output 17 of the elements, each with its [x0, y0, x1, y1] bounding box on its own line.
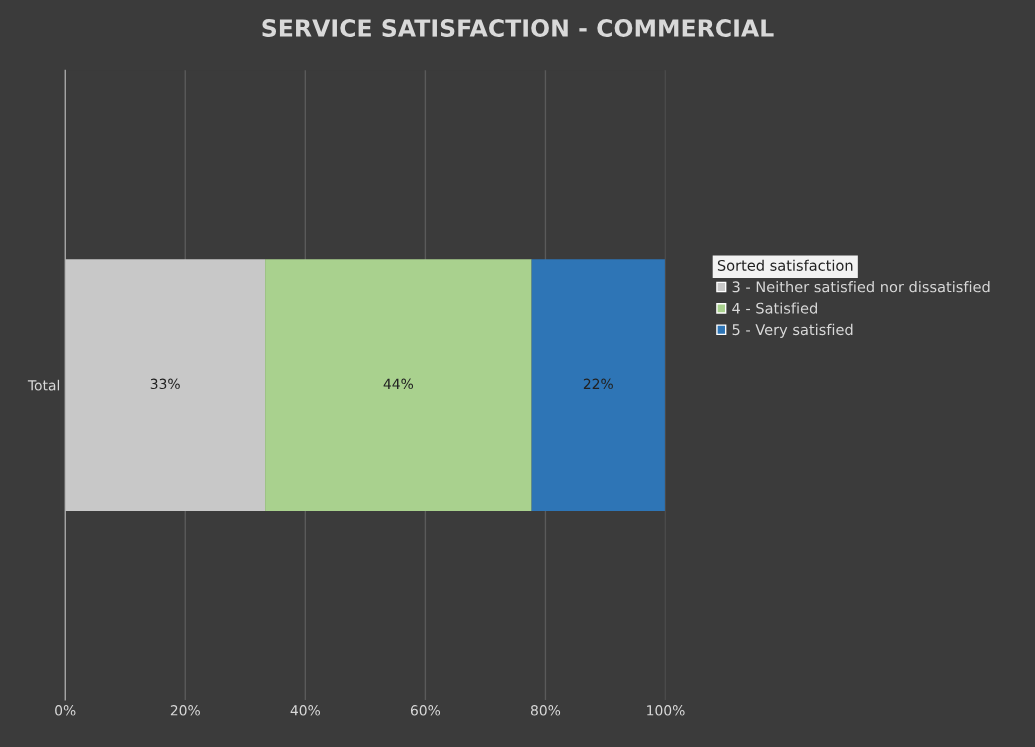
- bar: [265, 259, 532, 512]
- x-tick-label: 60%: [410, 705, 441, 716]
- data-label: 44%: [383, 378, 414, 390]
- bar: [531, 259, 665, 512]
- y-tick-label: Total: [27, 379, 60, 391]
- legend-title: Sorted satisfaction: [717, 259, 853, 271]
- chart-title: SERVICE SATISFACTION - COMMERCIAL: [262, 19, 774, 37]
- data-label: 33%: [150, 378, 180, 390]
- legend-label: 4 - Satisfied: [732, 302, 817, 314]
- legend-label: 5 - Very satisfied: [732, 323, 853, 338]
- x-tick-label: 0%: [55, 705, 76, 716]
- x-tick-label: 40%: [290, 705, 320, 716]
- x-tick-label: 100%: [647, 705, 685, 716]
- data-label: 22%: [583, 378, 613, 390]
- legend-label: 3 - Neither satisfied nor dissatisfied: [732, 281, 990, 293]
- x-tick-label: 80%: [530, 705, 561, 716]
- x-tick-label: 20%: [170, 705, 200, 716]
